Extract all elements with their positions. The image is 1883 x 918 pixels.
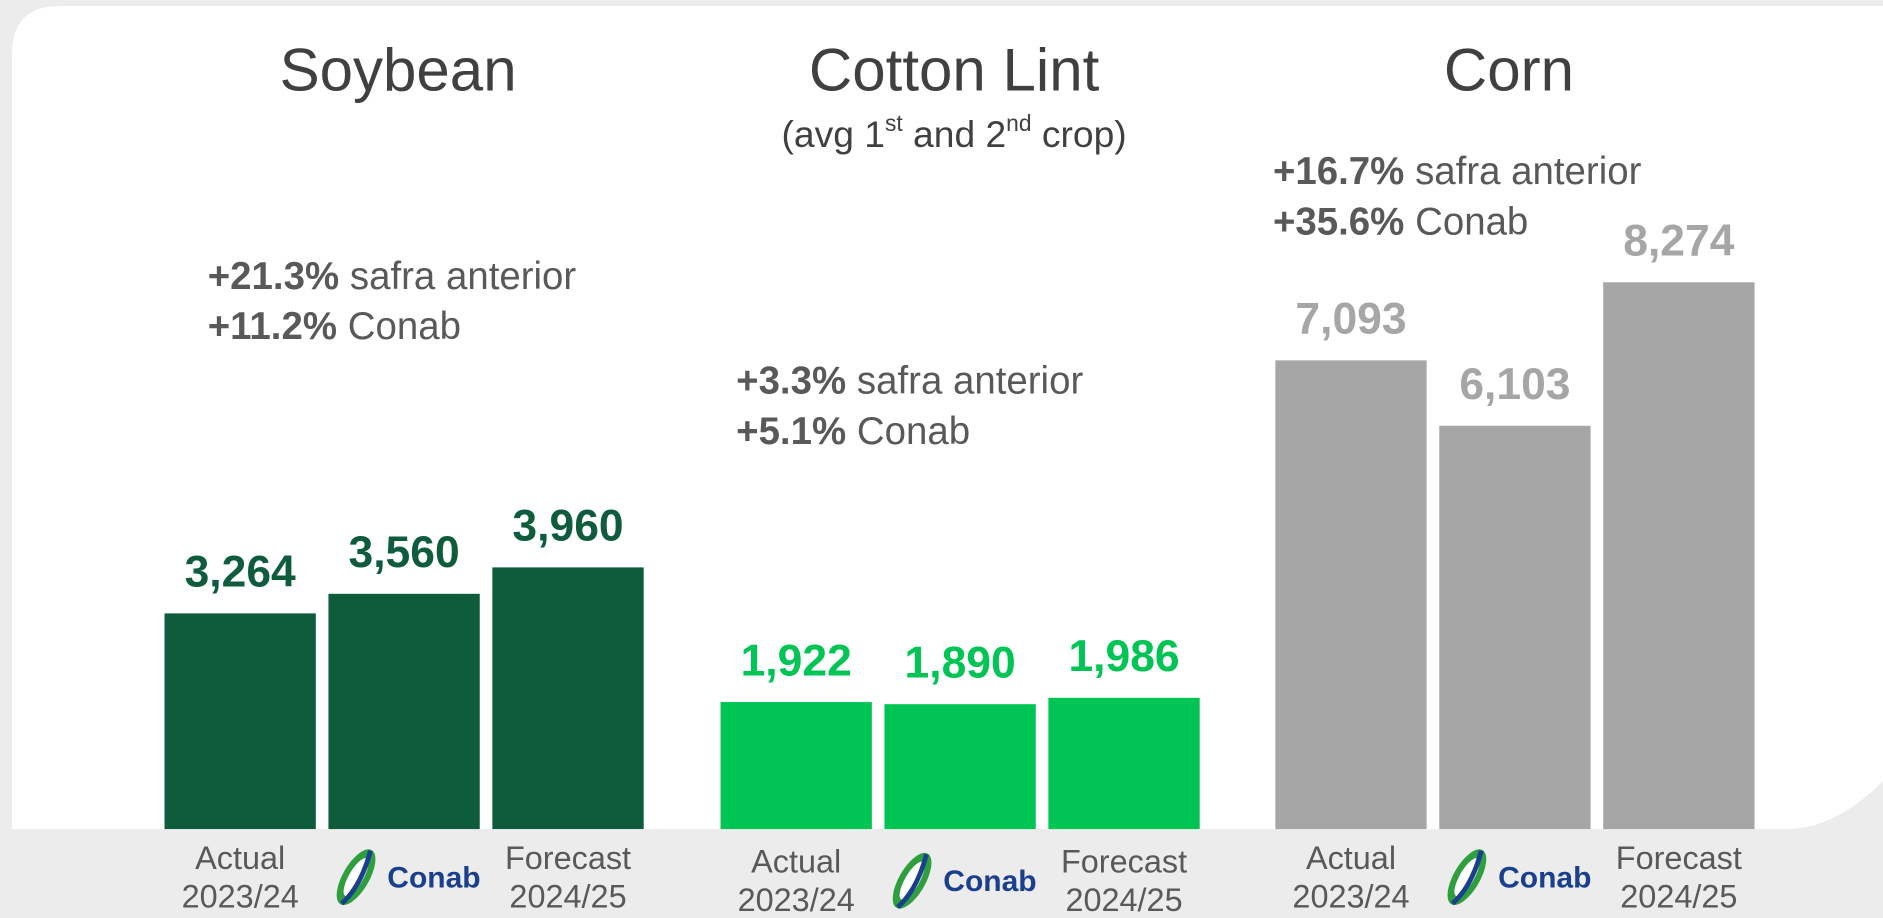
chart-title: Soybean [280, 36, 517, 103]
annotation-text: Conab [348, 305, 461, 348]
annotation-text: safra anterior [857, 359, 1084, 402]
bar [720, 702, 872, 830]
value-label: 3,560 [349, 528, 460, 577]
annotation-text: Conab [857, 410, 970, 453]
chart-title: Corn [1444, 36, 1574, 103]
x-tick-label: 2024/25 [1065, 882, 1182, 918]
conab-logo: Conab [336, 849, 481, 906]
value-label: 1,890 [905, 638, 1016, 687]
x-tick-label: Forecast [1616, 840, 1742, 876]
x-tick-label: Forecast [1061, 843, 1187, 879]
conab-logo: Conab [1447, 849, 1591, 906]
subtitle-part: st [885, 110, 903, 136]
x-tick-label: 2023/24 [738, 882, 855, 918]
annotation-value: +21.3% [208, 255, 339, 298]
annotation-text: safra anterior [1415, 150, 1642, 193]
annotation-value: +5.1% [736, 410, 846, 453]
x-tick-label: Actual [1306, 840, 1396, 876]
bar [884, 704, 1036, 830]
x-tick-label: Actual [751, 843, 841, 879]
x-tick-label: Actual [195, 840, 285, 876]
chart-title: Cotton Lint [809, 36, 1100, 103]
logo-swirl [896, 853, 929, 909]
logo-leaf-inner [1454, 858, 1480, 897]
annotation: +5.1% Conab [736, 410, 970, 453]
subtitle-part: crop) [1032, 113, 1127, 155]
logo-text: Conab [1498, 861, 1591, 894]
bar [1603, 282, 1755, 830]
bar [1275, 360, 1427, 830]
conab-logo: Conab [892, 852, 1037, 909]
logo-leaf-inner [343, 858, 369, 897]
bar [492, 567, 644, 830]
logo-text: Conab [387, 861, 480, 894]
value-label: 7,093 [1295, 295, 1406, 344]
bar [1048, 697, 1200, 830]
value-label: 3,960 [512, 502, 623, 551]
annotation-value: +35.6% [1273, 201, 1404, 244]
x-tick-label: 2024/25 [509, 878, 626, 914]
bar [1439, 425, 1591, 830]
value-label: 6,103 [1459, 360, 1570, 409]
subtitle-part: (avg 1 [782, 113, 885, 155]
annotation-text: safra anterior [350, 255, 577, 298]
annotation: +21.3% safra anterior [208, 255, 577, 298]
logo-swirl [1450, 850, 1484, 906]
annotation-value: +16.7% [1273, 150, 1404, 193]
bar [328, 593, 480, 830]
x-tick-label: 2023/24 [1292, 878, 1409, 914]
subtitle-part: nd [1006, 110, 1031, 136]
annotation: +3.3% safra anterior [736, 359, 1083, 402]
logo-text: Conab [943, 865, 1036, 898]
value-label: 1,986 [1068, 632, 1179, 681]
bar [164, 613, 316, 830]
value-label: 1,922 [741, 636, 852, 685]
logo-leaf-inner [899, 861, 925, 900]
annotation: +35.6% Conab [1273, 201, 1528, 244]
x-tick-label: 2023/24 [182, 878, 299, 914]
value-label: 8,274 [1623, 217, 1734, 266]
x-tick-label: 2024/25 [1620, 878, 1737, 914]
annotation-text: Conab [1415, 201, 1528, 244]
annotation: +16.7% safra anterior [1273, 150, 1642, 193]
logo-swirl [340, 850, 373, 906]
value-label: 3,264 [185, 548, 296, 597]
chart-subtitle: (avg 1st and 2nd crop) [782, 110, 1127, 155]
annotation: +11.2% Conab [208, 305, 461, 348]
x-tick-label: Forecast [505, 840, 631, 876]
annotation-value: +3.3% [736, 359, 846, 402]
annotation-value: +11.2% [208, 305, 337, 348]
subtitle-part: and 2 [903, 113, 1006, 155]
